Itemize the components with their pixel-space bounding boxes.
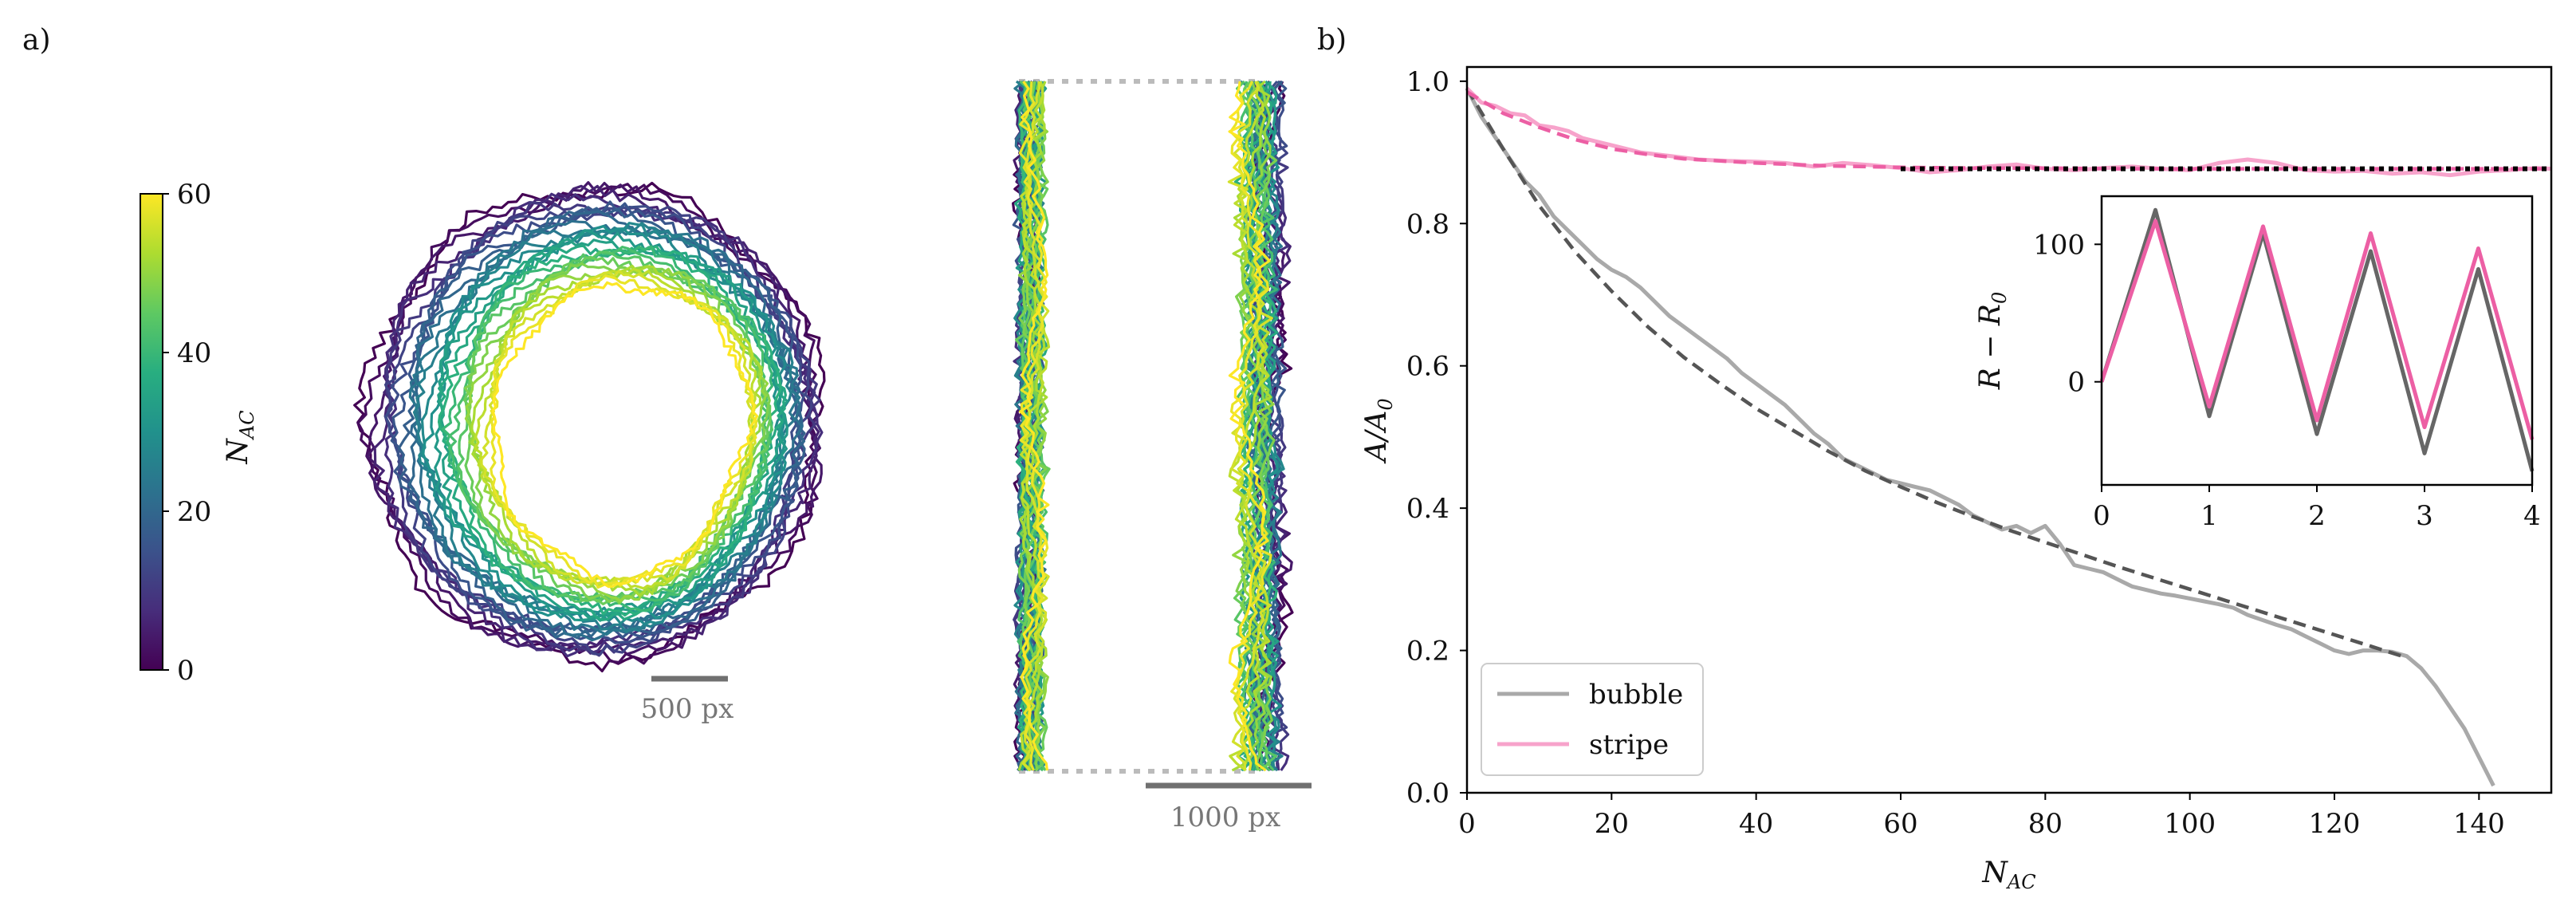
main-y-tick-label: 1.0 <box>1406 66 1449 98</box>
main-y-label-sub: 0 <box>1375 398 1397 410</box>
bubble-contour <box>490 274 758 589</box>
stripe-contour-right <box>1231 80 1272 772</box>
colorbar-ticks: 0 20 40 60 <box>163 179 211 687</box>
stripe-contour-right <box>1228 81 1271 772</box>
colorbar-gradient <box>140 193 163 671</box>
colorbar-tick-label: 40 <box>177 337 211 369</box>
series-bubble-fit <box>1465 87 2408 660</box>
inset-y-label: R − R0 <box>1974 292 2011 391</box>
legend-frame <box>1481 663 1704 776</box>
main-x-tick-label: 0 <box>1458 808 1476 840</box>
main-x-label-main: N <box>1981 857 2008 889</box>
stripe-contours <box>1012 80 1294 772</box>
inset-x-tick-label: 4 <box>2523 500 2541 532</box>
stripe-contour-right <box>1248 80 1288 771</box>
panel-b: b) 0 20 40 60 80 100 120 1400.00.20.40.60.81.0 … <box>1317 24 2553 893</box>
legend-bubble-label: bubble <box>1589 679 1683 711</box>
main-y-tick-label: 0.0 <box>1406 778 1449 810</box>
main-y-label-main: A/A <box>1360 411 1393 464</box>
inset-series-stripe <box>2099 219 2535 440</box>
colorbar-tick-label: 60 <box>177 179 211 211</box>
colorbar-label: NAC <box>222 410 258 464</box>
inset-y-label-main: R − R <box>1974 304 2007 390</box>
stripe-contour-right <box>1229 81 1272 771</box>
inset-x-tick-label: 0 <box>2093 500 2110 532</box>
inset-chart-frame <box>2100 195 2534 487</box>
main-chart-series <box>1465 87 2552 787</box>
main-x-tick-label: 100 <box>2164 808 2216 840</box>
stripe-scalebar-label: 1000 px <box>1170 802 1280 833</box>
main-x-label-sub: AC <box>2006 871 2036 893</box>
bubble-scalebar-label: 500 px <box>641 693 734 725</box>
inset-background <box>2098 196 2532 485</box>
main-y-label: A/A0 <box>1360 398 1397 463</box>
bubble-contour <box>383 205 813 656</box>
main-x-label: NAC <box>1981 857 2035 893</box>
main-y-tick-label: 0.2 <box>1406 636 1449 668</box>
colorbar-label-sub: AC <box>236 410 258 440</box>
stripe-contour-right <box>1228 81 1271 772</box>
inset-x-tick-label: 2 <box>2308 500 2326 532</box>
main-x-tick-label: 80 <box>2028 808 2063 840</box>
legend: bubble stripe <box>1481 663 1704 776</box>
inset-chart-series <box>2099 207 2535 472</box>
main-x-tick-label: 20 <box>1595 808 1629 840</box>
stripe-contour-left <box>1019 81 1050 771</box>
main-x-tick-label: 140 <box>2453 808 2505 840</box>
stripe-contour-left <box>1020 81 1051 772</box>
inset-chart-ticks: 0 1 2 3 4 0 100 <box>2033 229 2541 532</box>
inset-x-tick-label: 3 <box>2416 500 2433 532</box>
inset-y-label-sub: 0 <box>1988 292 2011 304</box>
bubble-contour <box>463 255 772 605</box>
panel-b-label: b) <box>1317 24 1347 57</box>
panel-a-label: a) <box>22 24 51 57</box>
bubble-contours <box>353 181 826 672</box>
inset-y-tick-label: 100 <box>2033 229 2085 261</box>
colorbar-label-main: N <box>222 438 254 465</box>
main-y-tick-label: 0.4 <box>1406 493 1449 525</box>
colorbar-tick-label: 20 <box>177 496 211 528</box>
main-x-tick-label: 40 <box>1739 808 1773 840</box>
inset-x-tick-label: 1 <box>2200 500 2218 532</box>
panel-a: a) 0 20 40 60 NAC 500 px 1000 px <box>22 24 1312 833</box>
main-chart-frame <box>1465 65 2553 794</box>
colorbar: 0 20 40 60 NAC <box>140 179 258 687</box>
main-y-tick-label: 0.6 <box>1406 351 1449 383</box>
main-x-tick-label: 120 <box>2309 808 2361 840</box>
legend-stripe-label: stripe <box>1589 729 1669 761</box>
colorbar-tick-label: 0 <box>177 655 195 687</box>
bubble-contour <box>390 200 803 639</box>
main-y-tick-label: 0.8 <box>1406 208 1449 240</box>
series-stripe-fit <box>1465 90 2551 171</box>
series-stripe <box>1465 87 2552 178</box>
main-x-tick-label: 60 <box>1883 808 1917 840</box>
stripe-contour-right <box>1232 81 1275 771</box>
inset-y-tick-label: 0 <box>2067 367 2085 399</box>
bubble-contour <box>491 281 759 589</box>
